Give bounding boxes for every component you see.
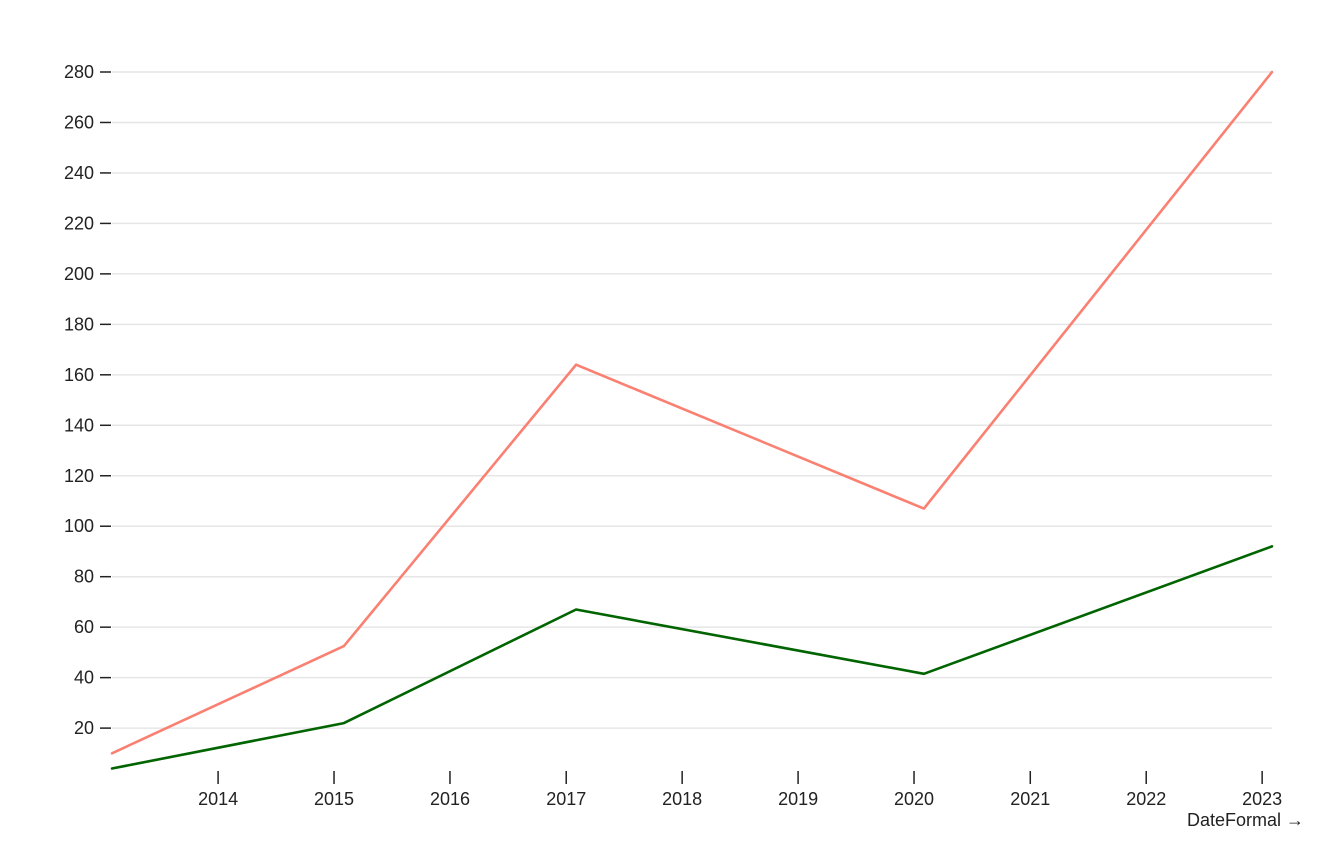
x-tick-label: 2021 — [1010, 789, 1050, 809]
y-tick-label: 260 — [64, 112, 94, 132]
x-tick-label: 2014 — [198, 789, 238, 809]
y-axis: 20 40 60 80 100 120 140 160 180 200 220 240 260 280 — [64, 62, 111, 738]
y-tick-label: 220 — [64, 213, 94, 233]
series-line — [110, 545, 1274, 770]
series-line — [110, 70, 1274, 755]
x-tick-label: 2023 — [1242, 789, 1282, 809]
series-1 — [110, 545, 1274, 770]
x-tick-label: 2022 — [1126, 789, 1166, 809]
series-0 — [110, 70, 1274, 755]
x-axis-label: DateFormal → — [1187, 810, 1304, 830]
series-lines — [110, 70, 1274, 770]
y-tick-label: 80 — [74, 567, 94, 587]
y-tick-label: 100 — [64, 516, 94, 536]
y-tick-label: 240 — [64, 163, 94, 183]
y-tick-label: 20 — [74, 718, 94, 738]
x-tick-label: 2017 — [546, 789, 586, 809]
y-tick-label: 160 — [64, 365, 94, 385]
x-tick-label: 2016 — [430, 789, 470, 809]
y-tick-label: 120 — [64, 466, 94, 486]
y-tick-label: 280 — [64, 62, 94, 82]
y-tick-label: 180 — [64, 314, 94, 334]
x-tick-label: 2015 — [314, 789, 354, 809]
x-axis: 2014 2015 2016 2017 2018 2019 2020 2021 2022 2023 — [198, 771, 1282, 809]
y-tick-label: 200 — [64, 264, 94, 284]
y-tick-label: 60 — [74, 617, 94, 637]
y-tick-label: 140 — [64, 415, 94, 435]
x-tick-label: 2018 — [662, 789, 702, 809]
x-tick-label: 2020 — [894, 789, 934, 809]
y-tick-label: 40 — [74, 668, 94, 688]
grid-lines — [112, 71, 1272, 729]
x-tick-label: 2019 — [778, 789, 818, 809]
